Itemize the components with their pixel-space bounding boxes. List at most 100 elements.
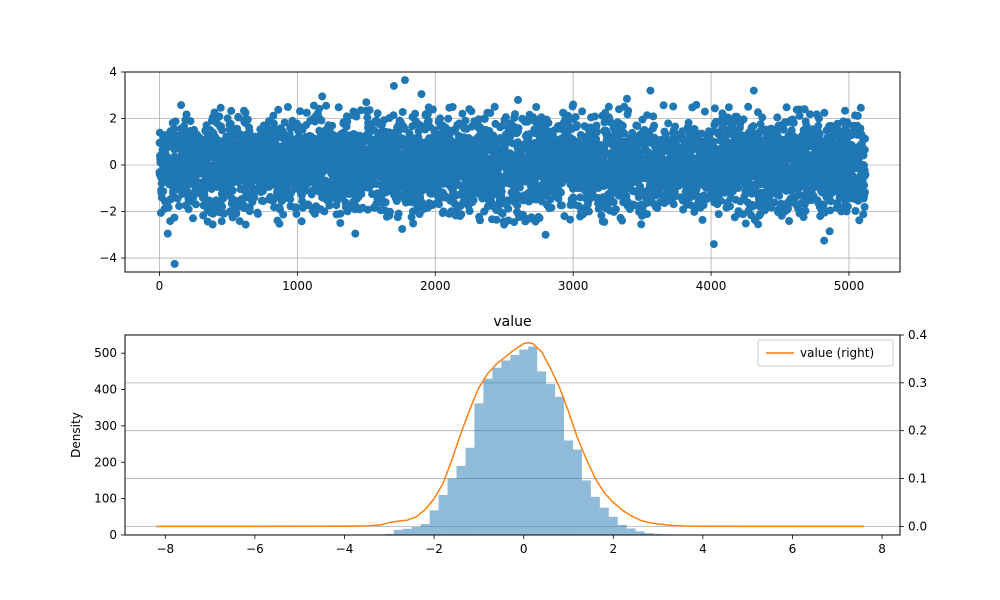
scatter-point: [572, 121, 581, 130]
scatter-point: [611, 205, 620, 214]
scatter-point: [428, 105, 437, 114]
scatter-point: [189, 214, 197, 223]
scatter-point: [394, 209, 403, 218]
scatter-point: [785, 217, 794, 225]
scatter-point: [741, 219, 750, 228]
scatter-point: [373, 109, 382, 118]
scatter-point: [457, 210, 466, 219]
scatter-point: [637, 220, 646, 229]
scatter-point: [320, 207, 329, 216]
scatter-point: [398, 108, 407, 116]
scatter-point: [458, 109, 467, 118]
scatter-point: [363, 205, 372, 214]
scatter-point: [278, 127, 287, 136]
scatter-point: [671, 122, 680, 131]
scatter-point: [334, 103, 343, 112]
scatter-point: [714, 210, 723, 219]
scatter-point: [649, 112, 658, 121]
scatter-point: [465, 207, 474, 215]
scatter-point: [734, 184, 743, 192]
scatter-point: [815, 129, 824, 138]
scatter-point: [754, 220, 763, 229]
scatter-point: [532, 103, 541, 111]
scatter-point: [411, 109, 420, 118]
scatter-point: [317, 116, 326, 125]
scatter-point: [669, 102, 678, 111]
scatter-point: [600, 217, 609, 226]
scatter-point: [490, 102, 499, 111]
scatter-point: [175, 202, 184, 211]
scatter-point: [215, 112, 224, 121]
scatter-point: [274, 105, 283, 114]
scatter-point: [235, 217, 244, 226]
scatter-point: [710, 104, 719, 113]
scatter-point: [245, 204, 254, 212]
scatter-point: [739, 115, 748, 124]
scatter-point: [692, 100, 701, 109]
scatter-point: [578, 107, 587, 116]
scatter-point: [363, 113, 372, 122]
scatter-point: [841, 106, 849, 115]
scatter-point: [218, 202, 227, 211]
scatter-point: [476, 216, 484, 225]
scatter-point: [381, 198, 390, 207]
scatter-point: [618, 216, 627, 225]
scatter-point: [184, 205, 193, 214]
scatter-point: [409, 219, 418, 228]
scatter-point: [514, 124, 523, 133]
scatter-point: [592, 128, 601, 137]
scatter-point: [365, 106, 374, 115]
scatter-point: [700, 107, 709, 116]
scatter-point: [182, 110, 191, 119]
scatter-point: [279, 210, 288, 219]
scatter-point: [726, 202, 734, 211]
scatter-point: [814, 121, 823, 130]
scatter-point: [664, 119, 673, 128]
scatter-point: [698, 215, 707, 224]
scatter-point: [297, 217, 306, 226]
scatter-point: [624, 106, 633, 115]
scatter-point: [604, 102, 613, 111]
scatter-point: [504, 204, 513, 213]
scatter-point: [744, 102, 753, 111]
scatter-point: [392, 197, 401, 205]
scatter-point: [245, 127, 254, 136]
scatter-point: [511, 110, 519, 119]
scatter-point: [336, 209, 345, 218]
scatter-point: [779, 125, 788, 134]
scatter-point: [357, 190, 366, 199]
scatter-point: [171, 117, 180, 126]
scatter-point: [180, 122, 188, 131]
scatter-point: [216, 103, 225, 112]
scatter-point: [643, 210, 651, 218]
scatter-point: [191, 200, 200, 209]
scatter-point: [492, 215, 501, 224]
scatter-point: [315, 104, 324, 113]
scatter-point: [352, 112, 361, 121]
scatter-point: [186, 117, 195, 126]
scatter-point: [770, 198, 779, 207]
scatter-point: [343, 117, 352, 126]
scatter-point: [200, 190, 209, 199]
scatter-point: [584, 207, 593, 216]
scatter-point: [444, 114, 453, 123]
scatter-point: [467, 107, 476, 116]
scatter-point: [250, 193, 259, 202]
scatter-point: [164, 203, 173, 212]
scatter-point: [170, 124, 178, 133]
scatter-point: [535, 214, 544, 222]
scatter-point: [544, 119, 553, 127]
scatter-point: [547, 203, 556, 212]
scatter-point: [280, 118, 289, 127]
scatter-point: [283, 103, 292, 111]
scatter-point: [609, 198, 618, 207]
scatter-point: [302, 108, 311, 117]
scatter-point: [241, 220, 250, 229]
scatter-point: [389, 111, 398, 120]
scatter-point: [795, 111, 804, 120]
scatter-point: [789, 118, 798, 127]
scatter-point: [684, 118, 693, 127]
scatter-point: [241, 108, 250, 117]
scatter-point: [758, 113, 767, 122]
